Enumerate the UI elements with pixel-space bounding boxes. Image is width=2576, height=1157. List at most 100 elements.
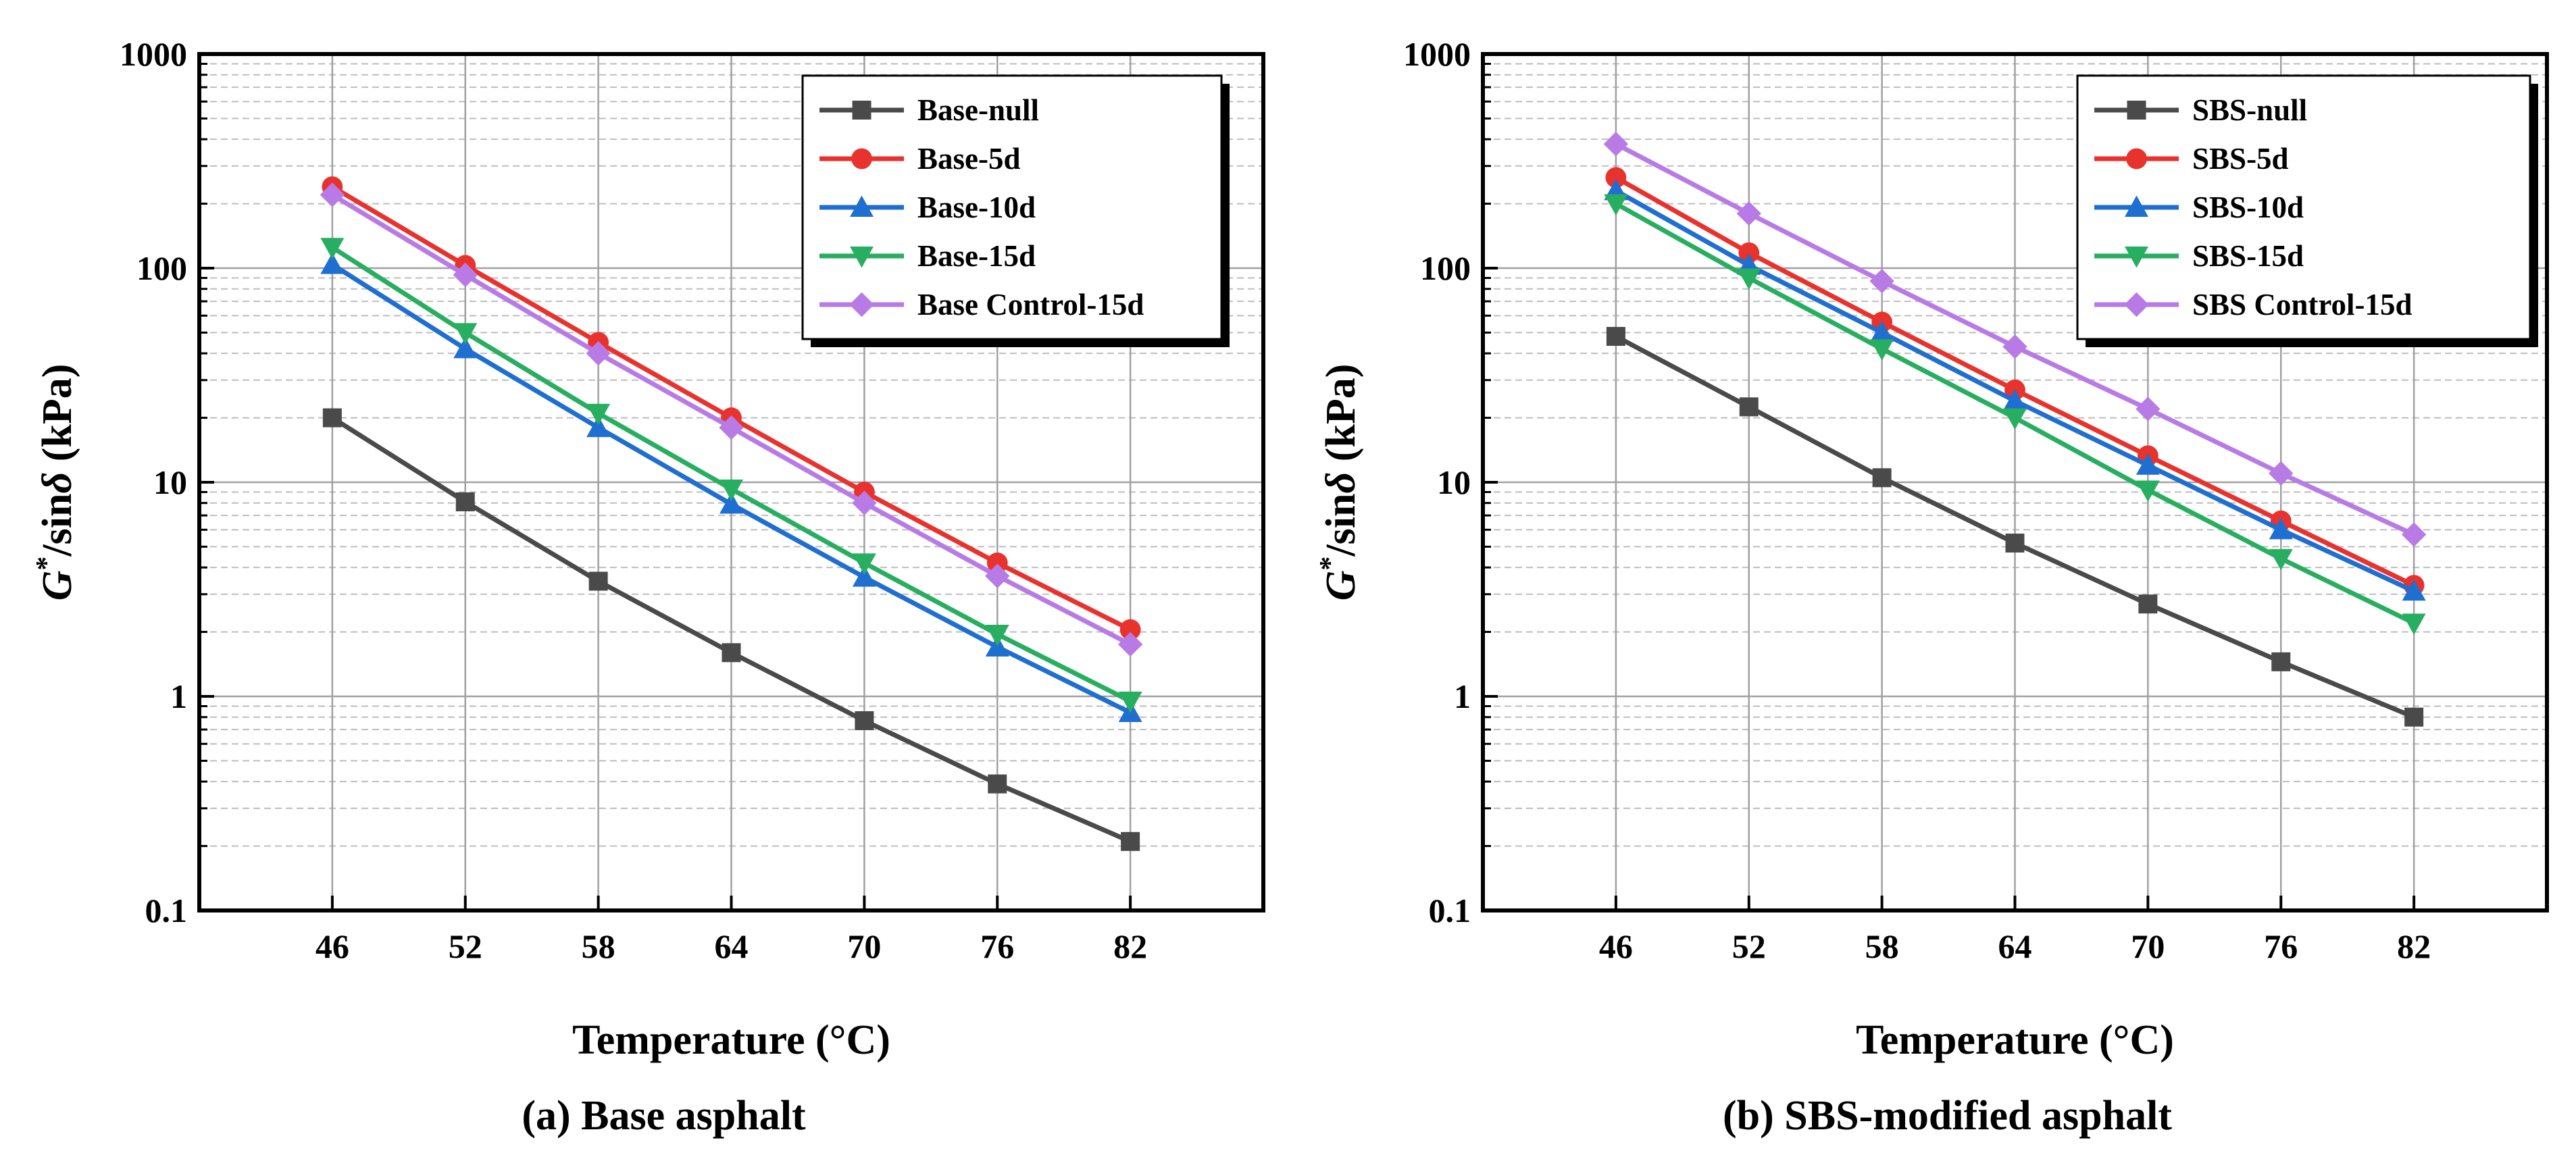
data-point xyxy=(1605,167,1627,188)
x-tick-label: 76 xyxy=(980,927,1014,965)
legend-marker xyxy=(852,101,872,120)
x-axis-label: Temperature (°C) xyxy=(1856,1017,2174,1063)
data-point xyxy=(320,182,345,207)
data-point xyxy=(719,415,744,440)
y-tick-label: 0.1 xyxy=(1429,892,1471,929)
data-point xyxy=(320,253,345,274)
data-point xyxy=(852,490,877,515)
y-tick-label: 1000 xyxy=(1403,35,1471,73)
legend-label: SBS Control-15d xyxy=(2192,288,2413,322)
y-tick-label: 10 xyxy=(1437,463,1471,501)
data-point xyxy=(719,479,743,501)
legend-label: Base-null xyxy=(917,93,1039,127)
legend-marker xyxy=(2127,101,2146,120)
data-point xyxy=(1736,201,1761,226)
x-tick-label: 58 xyxy=(582,927,615,965)
data-point xyxy=(1870,339,1894,361)
y-label-g: G xyxy=(1318,570,1364,600)
data-point xyxy=(2269,461,2294,486)
data-point xyxy=(1603,132,1629,157)
data-point xyxy=(722,643,741,663)
data-point xyxy=(1869,268,1894,294)
data-point xyxy=(2136,453,2160,475)
legend-label: Base-5d xyxy=(917,142,1021,176)
y-axis-label: G*/sinδ (kPa) xyxy=(1315,364,1364,601)
y-tick-label: 0.1 xyxy=(145,892,188,929)
legend-marker xyxy=(2126,148,2147,170)
data-point xyxy=(586,403,611,426)
x-tick-label: 64 xyxy=(715,927,749,965)
data-point xyxy=(1738,242,1760,263)
legend-label: SBS-15d xyxy=(2192,239,2304,273)
data-point xyxy=(1604,194,1628,216)
x-tick-label: 76 xyxy=(2264,927,2298,965)
legend-label: SBS-10d xyxy=(2192,190,2304,224)
legend-marker xyxy=(849,292,874,317)
legend-marker xyxy=(851,148,872,170)
x-tick-label: 70 xyxy=(2131,927,2165,965)
x-tick-label: 70 xyxy=(847,927,881,965)
chart-caption: (b) SBS-modified asphalt xyxy=(1723,1093,2172,1139)
y-label-g: G xyxy=(34,570,80,600)
data-point xyxy=(1739,397,1759,417)
y-tick-label: 100 xyxy=(1420,249,1471,287)
legend-label: Base Control-15d xyxy=(917,288,1144,322)
data-point xyxy=(453,336,478,359)
data-point xyxy=(2402,579,2426,601)
y-label-star: * xyxy=(31,557,62,571)
data-point xyxy=(986,552,1008,573)
y-tick-label: 1 xyxy=(1454,677,1471,715)
data-point xyxy=(2269,517,2293,540)
y-tick-label: 100 xyxy=(136,249,187,287)
x-tick-label: 46 xyxy=(1599,927,1633,965)
legend-item-base-5d: Base-5d xyxy=(819,142,1021,176)
series-base-control-15d xyxy=(320,182,1143,657)
data-point xyxy=(852,553,876,575)
data-point xyxy=(985,625,1009,646)
y-label-delta: δ xyxy=(1318,472,1364,494)
legend-item-base-10d: Base-10d xyxy=(819,190,1036,224)
data-point xyxy=(2003,388,2027,411)
data-point xyxy=(2136,480,2160,502)
legend-item-base-null: Base-null xyxy=(819,93,1039,127)
data-point xyxy=(1117,632,1143,657)
data-point xyxy=(1118,692,1142,713)
data-point xyxy=(1606,327,1625,346)
data-point xyxy=(1872,468,1892,488)
data-point xyxy=(322,408,342,428)
data-point xyxy=(1870,320,1894,342)
legend-item-base-control-15d: Base Control-15d xyxy=(819,288,1144,322)
y-axis-label: G*/sinδ (kPa) xyxy=(31,364,80,601)
data-point xyxy=(719,492,743,514)
data-point xyxy=(1121,831,1140,851)
y-tick-label: 10 xyxy=(153,463,187,501)
data-point xyxy=(855,711,874,730)
data-point xyxy=(852,565,876,587)
data-point xyxy=(2404,707,2424,727)
legend-item-sbs-null: SBS-null xyxy=(2094,93,2307,127)
plot-frame xyxy=(1481,52,2549,912)
data-point xyxy=(2401,522,2427,547)
data-point xyxy=(985,563,1010,588)
y-label-sin: /sin xyxy=(34,494,80,557)
chart-sbs-modified-asphalt: 0.1 1 10 100 1000 46 52 58 64 70 76 82 SBS-null SBS-5… xyxy=(1315,35,2549,1139)
series-sbs-null xyxy=(1606,327,2424,727)
data-point xyxy=(2138,594,2158,614)
plot-frame xyxy=(197,52,1265,912)
x-tick-label: 82 xyxy=(1113,927,1147,965)
legend-label: Base-15d xyxy=(917,239,1036,273)
legend-label: SBS-null xyxy=(2192,93,2307,127)
x-tick-label: 52 xyxy=(1732,927,1766,965)
legend: Base-null Base-5d Base-10d Base-15d Base Con… xyxy=(801,74,1230,347)
series-base-15d xyxy=(320,238,1142,713)
series-sbs-15d xyxy=(1604,194,2426,635)
legend-marker xyxy=(850,195,874,217)
legend-marker xyxy=(2125,247,2148,268)
data-point xyxy=(455,492,475,512)
data-point xyxy=(988,774,1007,794)
x-tick-label: 58 xyxy=(1865,927,1899,965)
data-point xyxy=(1737,268,1761,290)
y-label-delta: δ xyxy=(34,472,80,494)
data-point xyxy=(2136,396,2161,421)
